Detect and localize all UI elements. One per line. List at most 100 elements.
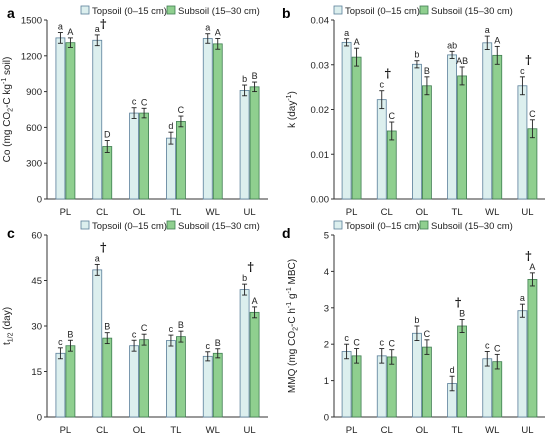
significance-letter: c	[169, 324, 174, 334]
y-axis-title-part: -C kg	[2, 84, 13, 108]
significance-letter: d	[168, 121, 173, 131]
y-tick-label: 0	[37, 195, 42, 206]
bar-subsoil-cl	[386, 130, 397, 200]
x-category-label: PL	[346, 207, 358, 218]
legend-label-topsoil: Topsoil (0–15 cm)	[92, 221, 167, 232]
panel-b: b Topsoil (0–15 cm) Subsoil (15–30 cm) 0.00…	[282, 5, 545, 218]
dagger-mark: †	[525, 249, 531, 263]
x-category-label: OL	[416, 207, 429, 218]
x-category-label: UL	[521, 425, 533, 436]
significance-letter: c	[206, 341, 211, 351]
x-category-label: PL	[60, 425, 72, 436]
bar-topsoil-ol	[412, 63, 422, 200]
y-axis-title-part: MBC)	[287, 259, 298, 287]
significance-letter: a	[205, 23, 210, 33]
significance-letter: A	[354, 37, 360, 47]
significance-letter: a	[344, 28, 349, 38]
significance-letter: A	[67, 27, 73, 37]
bar-topsoil-tl	[166, 137, 176, 200]
y-axis-title-part: g	[287, 293, 298, 301]
legend-label-subsoil: Subsoil (15–30 cm)	[431, 6, 513, 17]
y-tick-label: 1200	[21, 51, 42, 62]
legend-label-topsoil: Topsoil (0–15 cm)	[345, 221, 420, 232]
bar-topsoil-ol	[129, 345, 139, 418]
x-category-label: TL	[170, 207, 181, 218]
bar-topsoil-ul	[239, 90, 250, 200]
bar-subsoil-ul	[527, 279, 538, 418]
y-axis-title-part: (day)	[2, 307, 13, 333]
x-category-label: TL	[452, 207, 463, 218]
y-axis-title-part: MMQ (mg CO	[287, 331, 298, 393]
x-category-label: OL	[133, 207, 146, 218]
legend-label-subsoil: Subsoil (15–30 cm)	[178, 221, 260, 232]
x-category-label: WL	[206, 425, 220, 436]
bar-topsoil-ol	[412, 332, 422, 418]
bar-topsoil-cl	[376, 355, 387, 418]
bar-subsoil-pl	[351, 355, 362, 418]
legend-swatch-topsoil	[333, 220, 343, 230]
significance-letter: D	[104, 130, 111, 140]
significance-letter: c	[344, 333, 349, 343]
dagger-mark: †	[100, 240, 106, 254]
significance-letter: ab	[447, 40, 457, 50]
y-tick-label: 1500	[21, 16, 42, 27]
bar-subsoil-cl	[386, 356, 397, 418]
significance-letter: C	[494, 343, 501, 353]
bar-topsoil-pl	[341, 41, 352, 200]
significance-letter: b	[242, 74, 247, 84]
dagger-mark: †	[525, 53, 531, 67]
significance-letter: a	[58, 22, 63, 32]
x-category-label: WL	[485, 425, 499, 436]
legend-swatch-topsoil	[80, 5, 90, 15]
significance-letter: C	[141, 97, 148, 107]
bar-topsoil-wl	[482, 42, 493, 200]
significance-letter: AB	[456, 56, 468, 66]
significance-letter: C	[424, 329, 431, 339]
significance-letter: C	[353, 338, 360, 348]
x-category-label: UL	[244, 207, 256, 218]
bar-topsoil-ul	[517, 310, 528, 418]
y-tick-label: 60	[31, 231, 42, 242]
significance-letter: c	[58, 337, 63, 347]
legend-swatch-subsoil	[419, 220, 429, 230]
bar-topsoil-wl	[202, 355, 213, 418]
x-category-label: WL	[485, 207, 499, 218]
bar-subsoil-wl	[492, 361, 503, 418]
y-axis-title: MMQ (mg CO2-C h-1 g-1 MBC)	[286, 259, 300, 393]
x-category-label: TL	[452, 425, 463, 436]
y-axis-title-part: -1	[1, 78, 8, 84]
y-axis-title-part: -1	[286, 302, 293, 308]
y-axis-title: Co (mg CO2-C kg-1 soil)	[1, 57, 15, 163]
significance-letter: a	[485, 25, 490, 35]
bar-subsoil-tl	[176, 336, 186, 418]
bar-topsoil-cl	[376, 99, 387, 200]
y-tick-label: 30	[31, 322, 42, 333]
x-category-label: CL	[381, 425, 393, 436]
significance-letter: c	[520, 66, 525, 76]
x-category-label: OL	[133, 425, 146, 436]
significance-letter: b	[414, 315, 419, 325]
bar-topsoil-ol	[129, 112, 139, 200]
dagger-mark: †	[247, 260, 253, 274]
legend-label-topsoil: Topsoil (0–15 cm)	[92, 6, 167, 17]
y-tick-label: 3	[324, 303, 329, 314]
dagger-mark: †	[100, 17, 106, 31]
bar-subsoil-ol	[139, 112, 149, 200]
x-category-label: CL	[96, 207, 108, 218]
y-tick-label: 600	[26, 123, 42, 134]
bar-subsoil-wl	[212, 43, 223, 200]
y-axis-title-part: 1/2	[8, 332, 15, 342]
significance-letter: c	[485, 340, 490, 350]
significance-letter: a	[95, 253, 100, 263]
bar-topsoil-wl	[482, 358, 493, 418]
y-axis-title-part: -1	[286, 94, 293, 100]
bar-topsoil-tl	[166, 340, 176, 418]
y-tick-label: 1	[324, 376, 329, 387]
significance-letter: A	[494, 35, 500, 45]
significance-letter: C	[389, 339, 396, 349]
dagger-mark: †	[385, 67, 391, 81]
y-tick-label: 0.00	[311, 195, 330, 206]
x-category-label: OL	[416, 425, 429, 436]
bar-subsoil-pl	[65, 42, 76, 200]
panel-letter: d	[282, 225, 291, 241]
